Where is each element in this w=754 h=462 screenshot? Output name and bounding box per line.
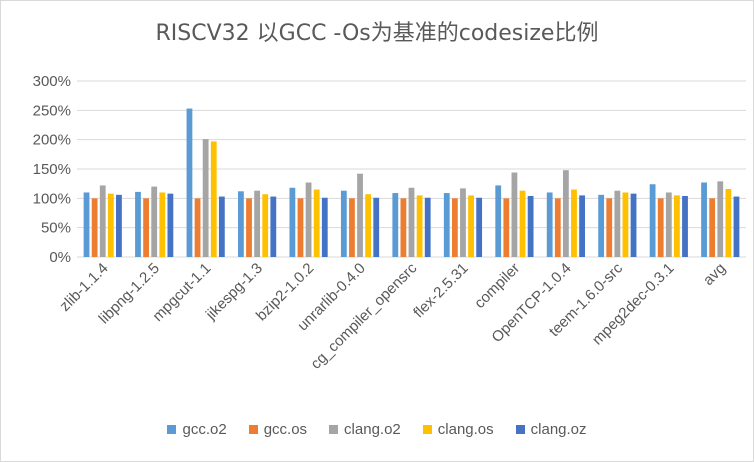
bar bbox=[701, 182, 707, 257]
bar bbox=[546, 192, 553, 257]
bar bbox=[451, 198, 458, 257]
x-tick-label: avg bbox=[700, 260, 729, 289]
bar bbox=[503, 198, 510, 257]
legend-label: clang.os bbox=[437, 421, 494, 438]
legend-label: clang.oz bbox=[530, 421, 587, 438]
bar bbox=[519, 190, 526, 257]
bar bbox=[373, 197, 380, 257]
bar bbox=[571, 189, 577, 257]
bar bbox=[657, 198, 664, 257]
bar bbox=[107, 193, 114, 257]
bar bbox=[579, 195, 585, 257]
bar bbox=[562, 170, 569, 257]
legend-swatch bbox=[248, 425, 258, 434]
bar bbox=[649, 184, 656, 257]
bar bbox=[194, 198, 201, 257]
bar bbox=[246, 198, 252, 257]
bar bbox=[365, 194, 372, 257]
bar bbox=[443, 193, 450, 257]
bar bbox=[416, 195, 423, 257]
legend-swatch bbox=[329, 425, 339, 434]
legend-label: gcc.os bbox=[263, 421, 308, 438]
bar bbox=[254, 190, 261, 257]
bar bbox=[210, 141, 217, 257]
bar bbox=[91, 198, 98, 257]
legend-swatch bbox=[167, 425, 177, 434]
bar bbox=[495, 185, 502, 257]
x-tick-label: compiler bbox=[471, 260, 523, 312]
bar bbox=[527, 195, 534, 257]
bar bbox=[151, 186, 158, 257]
bar bbox=[83, 192, 90, 257]
bar bbox=[238, 191, 244, 257]
bar bbox=[682, 195, 688, 257]
bar bbox=[218, 196, 225, 257]
bar bbox=[270, 196, 277, 257]
bar bbox=[289, 187, 296, 257]
y-tick-label: 150% bbox=[33, 161, 71, 178]
bar bbox=[167, 193, 174, 257]
legend-item: clang.os bbox=[422, 421, 494, 438]
bar bbox=[614, 190, 621, 257]
y-tick-label: 100% bbox=[33, 190, 71, 207]
bar bbox=[313, 189, 320, 257]
legend-item: gcc.os bbox=[248, 421, 308, 438]
bar bbox=[99, 185, 106, 257]
bar bbox=[468, 195, 474, 257]
bar bbox=[598, 194, 605, 257]
bar bbox=[357, 173, 363, 257]
y-tick-label: 50% bbox=[41, 220, 71, 237]
bar bbox=[400, 198, 407, 257]
legend-item: clang.o2 bbox=[329, 421, 401, 438]
legend-label: clang.o2 bbox=[344, 421, 401, 438]
legend-item: gcc.o2 bbox=[167, 421, 227, 438]
bar bbox=[511, 172, 518, 257]
bar bbox=[262, 194, 269, 257]
bar bbox=[159, 192, 166, 257]
bar bbox=[143, 198, 149, 257]
bar bbox=[135, 191, 141, 257]
chart-title: RISCV32 以GCC -Os为基准的codesize比例 bbox=[155, 21, 599, 46]
bar bbox=[460, 188, 466, 257]
bar bbox=[622, 192, 629, 257]
bar bbox=[554, 198, 561, 257]
bar bbox=[340, 190, 347, 257]
bar bbox=[392, 193, 399, 257]
bar bbox=[709, 198, 716, 257]
bar bbox=[725, 188, 732, 257]
bar bbox=[630, 193, 637, 257]
legend-item: clang.oz bbox=[515, 421, 587, 438]
bar bbox=[202, 139, 209, 257]
legend-swatch bbox=[422, 425, 432, 434]
y-tick-label: 200% bbox=[33, 132, 71, 149]
bar bbox=[186, 108, 193, 257]
bar bbox=[424, 197, 431, 257]
legend: gcc.o2 gcc.os clang.o2 clang.os clang.oz bbox=[1, 421, 753, 438]
x-tick-label: flex-2.5.31 bbox=[410, 260, 472, 322]
y-tick-label: 300% bbox=[33, 73, 71, 90]
bar bbox=[606, 198, 613, 257]
legend-label: gcc.o2 bbox=[182, 421, 227, 438]
bar bbox=[321, 197, 328, 257]
bar bbox=[408, 187, 415, 257]
bar bbox=[349, 198, 355, 257]
bar bbox=[476, 197, 483, 257]
bar bbox=[297, 198, 304, 257]
bar bbox=[733, 196, 740, 257]
bar bbox=[665, 192, 672, 257]
bar bbox=[674, 195, 680, 257]
y-tick-label: 250% bbox=[33, 102, 71, 119]
bar bbox=[116, 194, 122, 257]
bar bbox=[305, 182, 312, 257]
bar bbox=[717, 181, 724, 257]
y-tick-label: 0% bbox=[49, 249, 71, 266]
legend-swatch bbox=[515, 425, 525, 434]
